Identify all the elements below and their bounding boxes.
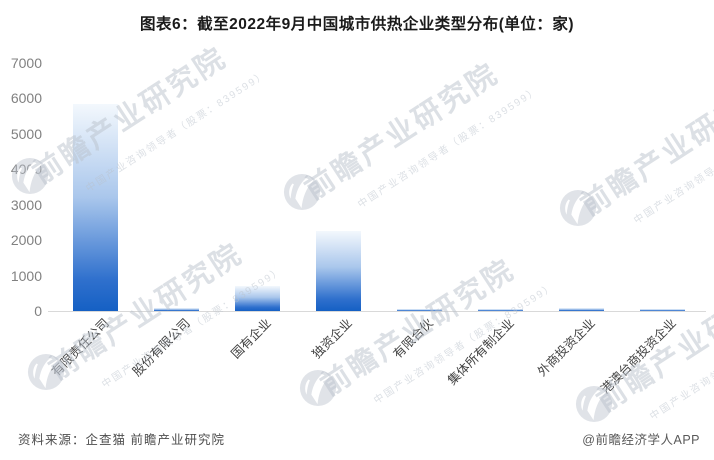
plot-area [55,63,703,311]
y-tick-label: 1000 [10,267,42,284]
bar-有限合伙 [397,309,442,311]
y-tick-label: 4000 [10,161,42,178]
bar-股份有限公司 [154,308,199,311]
bar-slot [217,63,298,311]
y-tick-label: 0 [34,303,42,319]
y-tick-label: 7000 [10,55,42,71]
y-tick-label: 2000 [10,232,42,249]
y-tick-label: 5000 [10,125,42,142]
chart-title: 图表6：截至2022年9月中国城市供热企业类型分布(单位：家) [139,16,575,33]
bar-slot [622,63,703,311]
bar-有限责任公司 [73,103,118,311]
y-tick-label: 3000 [10,196,42,213]
watermark-subtext: 中国产业咨询领导者（股票：839599） [648,297,714,423]
bar-slot [460,63,541,311]
bar-独资企业 [316,231,361,311]
bar-slot [541,63,622,311]
bar-集体所有制企业 [478,309,523,311]
bar-港澳台商投资企业 [640,309,685,311]
y-tick-label: 6000 [10,90,42,107]
x-axis-line [48,311,706,312]
bar-slot [136,63,217,311]
bar-国有企业 [235,286,280,311]
credit-note: @前瞻经济学人APP [582,433,700,447]
source-note: 资料来源：企查猫 前瞻产业研究院 [18,433,225,447]
bar-外商投资企业 [559,308,604,311]
bar-slot [379,63,460,311]
bar-slot [55,63,136,311]
bar-slot [298,63,379,311]
